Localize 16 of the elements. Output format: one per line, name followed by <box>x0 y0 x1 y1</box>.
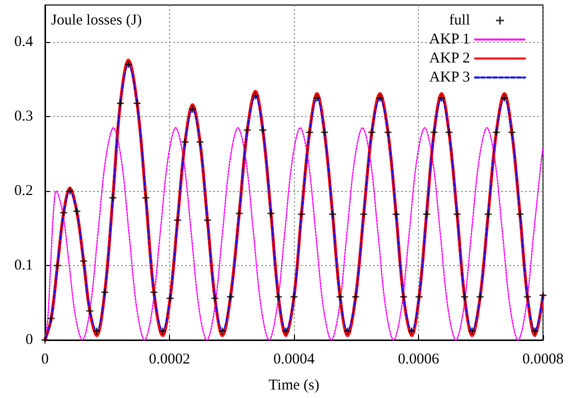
legend-label: AKP 1 <box>429 32 470 48</box>
y-axis-title: Joule losses (J) <box>51 12 142 28</box>
x-tick-label: 0.0006 <box>398 352 440 368</box>
x-tick-label: 0.0004 <box>273 352 316 368</box>
y-tick-label: 0 <box>26 332 33 348</box>
x-axis-title: Time (s) <box>268 378 320 394</box>
y-tick-label: 0.2 <box>14 183 33 200</box>
legend-label: full <box>449 12 470 28</box>
legend-label: AKP 2 <box>429 50 470 66</box>
x-tick-label: 0.0002 <box>148 352 190 368</box>
x-tick-label: 0.0008 <box>522 352 564 368</box>
y-tick-label: 0.1 <box>14 258 33 274</box>
y-tick-label: 0.3 <box>14 108 33 125</box>
y-tick-label: 0.4 <box>14 34 34 50</box>
legend-label: AKP 3 <box>429 70 470 86</box>
x-tick-label: 0 <box>41 352 49 368</box>
